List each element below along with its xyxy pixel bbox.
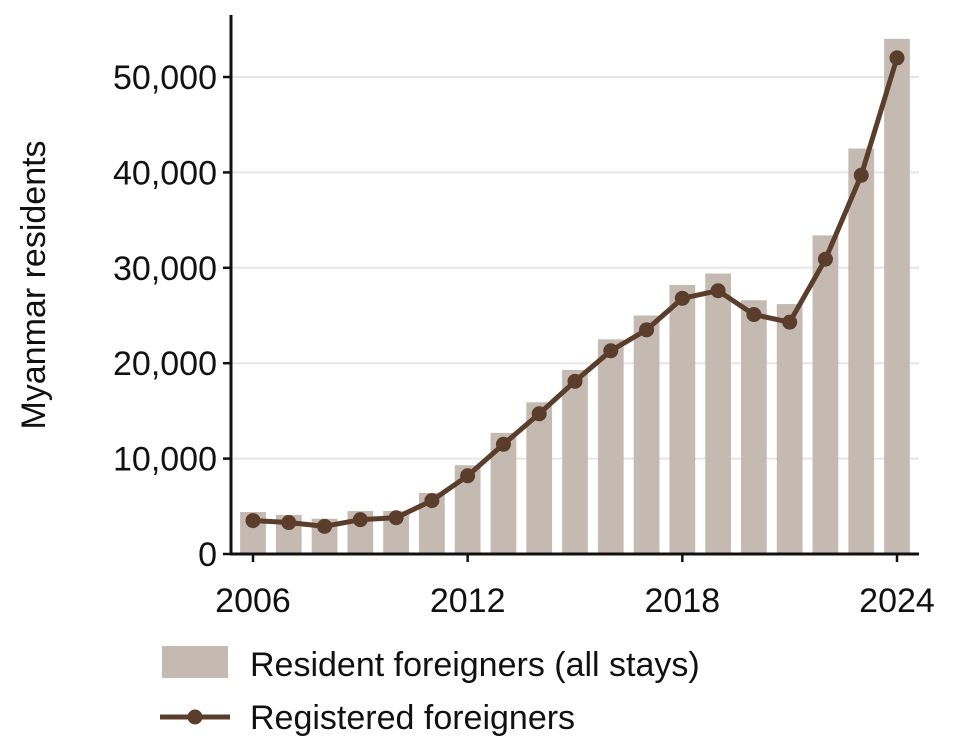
- tick-labels: 0 10,000 20,000 30,000 40,000 50,000 2006 2012 2…: [113, 59, 935, 620]
- bar-series: [240, 38, 910, 555]
- x-tick-label: 2018: [645, 582, 721, 620]
- bar: [776, 304, 803, 554]
- data-point: [782, 314, 798, 330]
- data-point: [281, 515, 297, 531]
- y-tick-label: 20,000: [113, 345, 217, 383]
- legend: Resident foreigners (all stays) Register…: [160, 646, 700, 737]
- legend-bar-label: Resident foreigners (all stays): [250, 646, 700, 684]
- bar: [526, 402, 553, 554]
- y-axis-title: Myanmar residents: [15, 140, 53, 429]
- data-point: [245, 513, 261, 529]
- x-tick-label: 2006: [215, 582, 291, 620]
- x-tick-label: 2012: [430, 582, 506, 620]
- data-point: [424, 493, 440, 509]
- bar: [848, 148, 875, 554]
- y-tick-label: 40,000: [113, 154, 217, 192]
- data-point: [352, 512, 368, 528]
- data-point: [889, 50, 905, 66]
- bar: [562, 369, 588, 554]
- data-point: [495, 436, 511, 452]
- data-point: [531, 406, 547, 422]
- axes: [223, 15, 919, 562]
- data-point: [746, 307, 762, 323]
- legend-line-marker: [187, 709, 203, 725]
- bar: [812, 235, 839, 554]
- y-tick-label: 30,000: [113, 250, 217, 288]
- line-series: [245, 50, 905, 534]
- data-point: [460, 468, 476, 484]
- data-point: [710, 283, 726, 299]
- bar: [705, 273, 731, 554]
- data-point: [317, 518, 333, 534]
- x-tick-label: 2024: [859, 582, 935, 620]
- bar: [884, 38, 910, 555]
- bar: [669, 284, 696, 554]
- y-tick-label: 50,000: [113, 59, 217, 97]
- y-tick-label: 10,000: [113, 441, 217, 479]
- data-point: [567, 373, 583, 389]
- bar: [597, 339, 624, 554]
- data-point: [817, 251, 833, 267]
- legend-bar-swatch: [162, 646, 228, 678]
- y-tick-label: 0: [198, 536, 217, 574]
- data-point: [603, 343, 619, 359]
- bar: [633, 315, 660, 554]
- grid-lines: [231, 76, 919, 460]
- data-point: [388, 510, 404, 526]
- data-point: [639, 322, 655, 338]
- data-point: [674, 290, 690, 306]
- bar: [741, 300, 767, 554]
- legend-line-label: Registered foreigners: [250, 699, 575, 737]
- data-point: [853, 167, 869, 183]
